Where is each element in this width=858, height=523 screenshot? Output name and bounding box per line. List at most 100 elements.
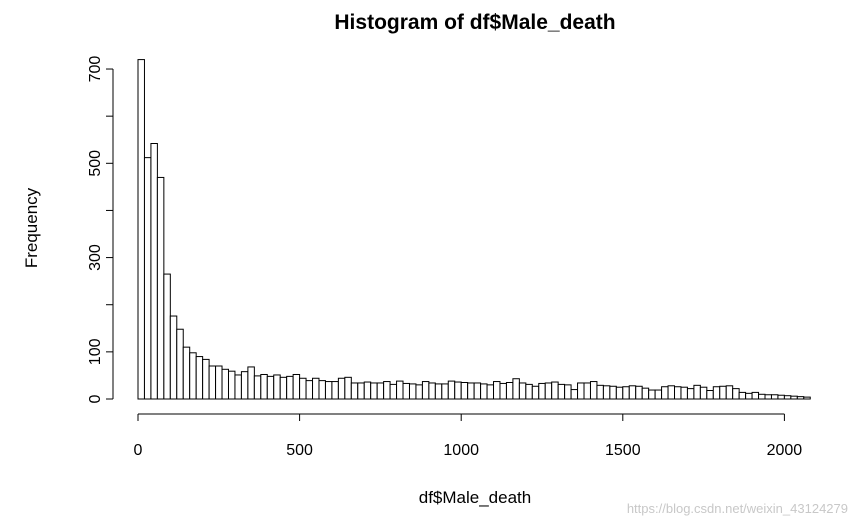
histogram-bar-78	[641, 387, 650, 400]
histogram-bar-11	[208, 365, 217, 400]
histogram-bar-22	[279, 376, 288, 400]
x-tick-label-2000: 2000	[767, 442, 803, 459]
histogram-bar-12	[215, 365, 223, 400]
histogram-bar-87	[699, 386, 708, 400]
histogram-bar-4	[163, 273, 171, 400]
histogram-bar-16	[240, 371, 249, 400]
histogram-bar-50	[460, 382, 469, 400]
histogram-bar-64	[551, 381, 559, 400]
histogram-bar-93	[738, 391, 747, 400]
histogram-bar-54	[486, 384, 495, 400]
y-axis-label: Frequency	[22, 187, 41, 268]
histogram-bar-51	[467, 382, 475, 400]
histogram-bar-9	[195, 356, 204, 400]
histogram-bar-75	[622, 386, 630, 400]
histogram-bar-3	[156, 176, 165, 400]
histogram-bar-18	[253, 375, 262, 400]
histogram-bar-79	[648, 389, 656, 400]
histogram-bar-33	[350, 382, 359, 400]
histogram-bar-86	[693, 384, 701, 400]
histogram-bar-60	[525, 383, 533, 400]
histogram-bar-103	[803, 396, 811, 400]
x-axis: 0 500 1000 1500 2000	[134, 413, 803, 459]
histogram-bar-72	[602, 385, 611, 400]
histogram-bar-17	[247, 366, 255, 400]
histogram-bar-1	[143, 157, 152, 400]
histogram-bar-90	[719, 385, 727, 400]
y-tick-label-100: 100	[87, 338, 104, 365]
histogram-bar-29	[324, 381, 333, 400]
histogram-bar-82	[667, 385, 676, 400]
histogram-bar-77	[635, 385, 643, 400]
histogram-bar-85	[686, 388, 695, 400]
y-tick-label-700: 700	[87, 56, 104, 83]
histogram-bar-35	[363, 381, 372, 400]
histogram-bar-91	[725, 385, 734, 400]
histogram-bar-102	[796, 396, 805, 400]
histogram-bar-61	[531, 385, 540, 400]
histogram-bar-70	[589, 381, 598, 400]
histogram-bar-76	[628, 385, 637, 400]
histogram-bar-25	[299, 377, 307, 400]
histogram-bar-31	[337, 377, 346, 400]
histogram-bar-27	[312, 377, 320, 400]
histogram-bar-8	[189, 352, 197, 400]
x-tick-label-1500: 1500	[605, 442, 641, 459]
y-tick-label-500: 500	[87, 150, 104, 177]
histogram-bar-39	[389, 383, 398, 400]
histogram-bar-56	[499, 382, 507, 400]
chart-title: Histogram of df$Male_death	[334, 11, 615, 34]
y-tick-label-300: 300	[87, 244, 104, 271]
histogram-bar-30	[331, 381, 339, 400]
histogram-bar-26	[305, 380, 314, 400]
histogram-bar-74	[615, 386, 624, 400]
histogram-bar-98	[770, 394, 779, 400]
histogram-bar-83	[674, 386, 682, 400]
histogram-bar-62	[538, 382, 546, 400]
histogram-bar-38	[383, 381, 391, 400]
histogram-bar-92	[732, 388, 740, 400]
x-tick-label-1000: 1000	[443, 442, 479, 459]
histogram-bar-15	[234, 374, 242, 400]
histogram-bar-6	[176, 328, 184, 400]
histogram-bar-55	[493, 381, 501, 400]
histogram-bar-53	[480, 383, 488, 400]
histogram-bar-5	[169, 315, 178, 400]
histogram-bar-43	[415, 384, 423, 400]
histogram-bar-80	[654, 389, 663, 400]
histogram-bar-52	[473, 382, 482, 400]
histogram-bar-67	[570, 389, 579, 400]
histogram-bar-28	[318, 380, 326, 400]
histogram-bar-45	[428, 382, 436, 400]
histogram-bar-73	[609, 385, 617, 400]
histogram-bar-100	[783, 395, 792, 400]
histogram-bar-20	[266, 375, 275, 400]
histogram-bar-59	[518, 382, 527, 400]
histogram-bar-41	[402, 382, 410, 400]
histogram-bar-81	[661, 386, 669, 400]
histogram-bar-65	[557, 383, 566, 400]
watermark-text: https://blog.csdn.net/weixin_43124279	[627, 501, 848, 516]
histogram-bar-99	[777, 394, 785, 400]
histogram-bar-97	[764, 394, 772, 400]
histogram-bar-37	[376, 382, 385, 400]
histogram-bar-94	[745, 392, 753, 400]
histogram-bar-71	[596, 384, 604, 400]
histogram-bar-68	[577, 382, 585, 400]
histogram-bar-40	[396, 380, 404, 400]
histogram-bar-34	[357, 382, 365, 400]
histogram-bar-13	[221, 368, 229, 400]
histogram-bar-44	[421, 381, 430, 400]
histogram-bar-89	[712, 386, 721, 400]
histogram-bar-2	[150, 143, 158, 400]
histogram-bar-101	[790, 395, 798, 400]
histogram-bar-63	[544, 382, 553, 400]
histogram-bar-10	[202, 358, 210, 400]
histogram-bar-88	[706, 390, 714, 400]
histogram-bar-84	[680, 386, 688, 400]
histogram-bar-96	[758, 393, 766, 400]
histogram-bar-14	[228, 370, 236, 400]
bars-group	[137, 59, 811, 400]
histogram-bar-46	[434, 383, 443, 400]
